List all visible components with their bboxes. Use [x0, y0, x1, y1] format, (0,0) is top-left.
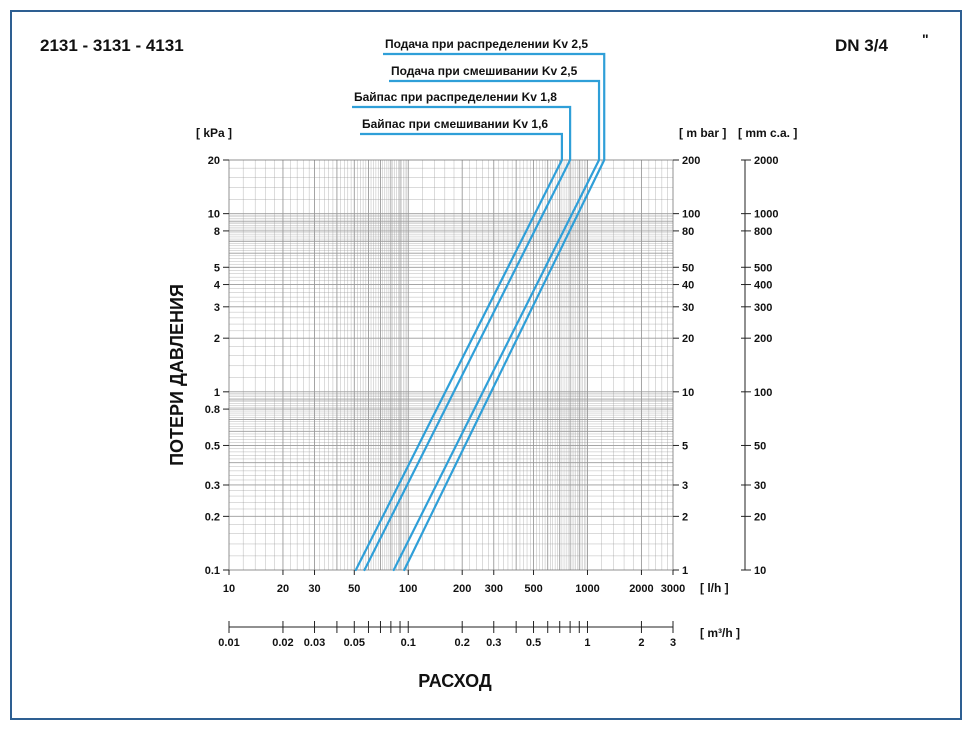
y-tick-label-mbar: 200 [682, 155, 700, 167]
x2-tick-label-m3h: 0.2 [455, 637, 470, 649]
y-unit-mmca: [ mm c.a. ] [738, 126, 797, 140]
y-tick-label-mmca: 10 [754, 565, 766, 577]
x-unit-lh: [ l/h ] [700, 581, 729, 595]
y-axis-title: ПОТЕРИ ДАВЛЕНИЯ [167, 284, 187, 466]
y-tick-label-mmca: 1000 [754, 209, 778, 221]
x-tick-label-lh: 10 [223, 583, 235, 595]
x2-tick-label-m3h: 0.5 [526, 637, 541, 649]
y-tick-label-mmca: 300 [754, 302, 772, 314]
y-tick-label-kpa: 0.5 [205, 440, 220, 452]
x-tick-label-lh: 3000 [661, 583, 685, 595]
y-tick-label-mbar: 50 [682, 262, 694, 274]
x-tick-label-lh: 1000 [575, 583, 599, 595]
legend-leader-2 [389, 79, 601, 160]
y-tick-label-mmca: 2000 [754, 155, 778, 167]
y-tick-label-mmca: 30 [754, 480, 766, 492]
y-tick-label-kpa: 10 [208, 209, 220, 221]
x2-tick-label-m3h: 0.02 [272, 637, 293, 649]
y-tick-label-kpa: 2 [214, 333, 220, 345]
y-tick-label-mmca: 400 [754, 280, 772, 292]
dn-inch-mark: " [922, 31, 929, 47]
x2-tick-label-m3h: 1 [584, 637, 590, 649]
legend-entry-4: Байпас при смешивании Kv 1,6 [362, 117, 548, 131]
x-tick-label-lh: 200 [453, 583, 471, 595]
x-tick-label-lh: 2000 [629, 583, 653, 595]
y-tick-label-mbar: 3 [682, 480, 688, 492]
legend-entry-2: Подача при смешивании Kv 2,5 [391, 64, 578, 78]
y-tick-label-mbar: 1 [682, 565, 688, 577]
legend-entry-1: Подача при распределении Kv 2,5 [385, 37, 588, 51]
x2-tick-label-m3h: 0.3 [486, 637, 501, 649]
legend-entry-3: Байпас при распределении Kv 1,8 [354, 90, 557, 104]
x2-tick-label-m3h: 3 [670, 637, 676, 649]
x-tick-label-lh: 30 [308, 583, 320, 595]
plot-area [228, 159, 674, 571]
y-tick-label-kpa: 0.2 [205, 511, 220, 523]
series-line-4 [354, 158, 564, 572]
chart-frame [10, 10, 962, 720]
y-tick-label-kpa: 20 [208, 155, 220, 167]
y-tick-label-mmca: 20 [754, 511, 766, 523]
y-tick-label-kpa: 0.8 [205, 404, 220, 416]
y-tick-label-mbar: 80 [682, 226, 694, 238]
y-tick-label-kpa: 8 [214, 226, 220, 238]
y-tick-label-kpa: 0.1 [205, 565, 220, 577]
y-tick-label-mmca: 50 [754, 440, 766, 452]
x-tick-label-lh: 100 [399, 583, 417, 595]
series-line-1 [403, 158, 606, 572]
x-tick-label-lh: 500 [524, 583, 542, 595]
y-tick-label-mbar: 30 [682, 302, 694, 314]
models-title: 2131 - 3131 - 4131 [40, 36, 184, 55]
series-line-3 [363, 158, 572, 572]
series-line-2 [392, 158, 601, 572]
y-tick-label-kpa: 1 [214, 387, 220, 399]
x2-tick-label-m3h: 2 [638, 637, 644, 649]
dn-title: DN 3/4 [835, 36, 888, 55]
x2-tick-label-m3h: 0.1 [401, 637, 416, 649]
x2-tick-label-m3h: 0.01 [218, 637, 239, 649]
y-unit-kpa: [ kPa ] [196, 126, 232, 140]
x-tick-label-lh: 20 [277, 583, 289, 595]
plot-grid [229, 160, 673, 570]
x2-tick-label-m3h: 0.03 [304, 637, 325, 649]
y-tick-label-mbar: 5 [682, 440, 688, 452]
x-tick-label-lh: 50 [348, 583, 360, 595]
y-tick-label-kpa: 5 [214, 262, 220, 274]
y-tick-label-mbar: 40 [682, 280, 694, 292]
y-tick-label-kpa: 4 [214, 280, 221, 292]
y-tick-label-mmca: 200 [754, 333, 772, 345]
y-tick-label-mmca: 500 [754, 262, 772, 274]
x2-tick-label-m3h: 0.05 [344, 637, 365, 649]
y-tick-label-mbar: 10 [682, 387, 694, 399]
y-tick-label-mbar: 100 [682, 209, 700, 221]
y-tick-label-mbar: 2 [682, 511, 688, 523]
y-tick-label-kpa: 3 [214, 302, 220, 314]
y-unit-mbar: [ m bar ] [679, 126, 726, 140]
y-tick-label-mbar: 20 [682, 333, 694, 345]
legend-leader-1 [383, 52, 606, 160]
legend-leader-3 [352, 105, 572, 160]
legend-leader-4 [360, 132, 564, 160]
y-tick-label-kpa: 0.3 [205, 480, 220, 492]
y-tick-label-mmca: 800 [754, 226, 772, 238]
x-tick-label-lh: 300 [485, 583, 503, 595]
x-axis-title: РАСХОД [418, 671, 492, 691]
y-tick-label-mmca: 100 [754, 387, 772, 399]
x2-unit-m3h: [ m³/h ] [700, 626, 740, 640]
